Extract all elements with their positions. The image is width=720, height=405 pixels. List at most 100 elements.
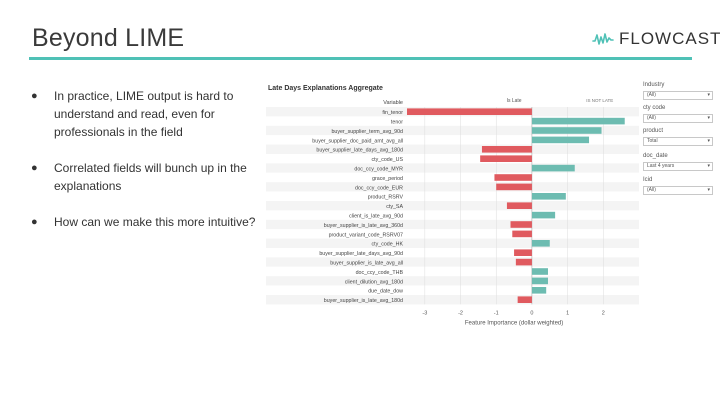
bar-buyer-supplier-term-avg-90d — [531, 127, 602, 134]
x-tick-label: 2 — [602, 310, 605, 316]
filter-label-product: product — [643, 128, 664, 134]
bar-buyer-supplier-is-late-avg-360d — [510, 221, 532, 228]
filter-select-icid[interactable]: (All) ▾ — [643, 186, 713, 195]
x-tick-label: -2 — [458, 310, 463, 316]
filter-label-industry: Industry — [643, 82, 665, 88]
bar-fin-tenor — [407, 108, 532, 115]
bar-cty-SA — [506, 202, 532, 209]
bar-product-RSRV — [531, 193, 566, 200]
row-stripe — [266, 276, 639, 286]
bullet-item: ● In practice, LIME output is hard to un… — [30, 87, 262, 141]
waveform-icon — [592, 33, 614, 45]
chevron-down-icon: ▾ — [707, 163, 710, 169]
bar-cty-code-HK — [531, 240, 550, 247]
category-label: buyer_supplier_doc_paid_amt_avg_all — [312, 138, 403, 144]
category-label: cty_code_US — [371, 157, 403, 163]
category-label: client_is_late_avg_90d — [349, 214, 403, 220]
filter-value: Total — [647, 138, 658, 144]
bullet-item: ● How can we make this more intuitive? — [30, 213, 262, 231]
row-stripe — [266, 238, 639, 248]
bar-buyer-supplier-late-days-avg-90d — [514, 249, 532, 256]
row-stripe — [266, 266, 639, 277]
bar-doc-ccy-code-THB — [531, 268, 548, 275]
category-label: buyer_supplier_is_late_avg_all — [330, 261, 403, 267]
bullet-item: ● Correlated fields will bunch up in the… — [30, 159, 262, 195]
row-stripe — [266, 201, 639, 211]
row-stripe — [266, 125, 639, 136]
bullet-list: ● In practice, LIME output is hard to un… — [30, 87, 262, 249]
bar-due-date-dow — [531, 287, 547, 294]
chart-title: Late Days Explanations Aggregate — [268, 85, 383, 92]
explanations-bar-chart: Variable Is Late IS NOT LATE -3 -2 -1 0 1 2 Featu… — [266, 98, 639, 326]
category-label: client_dilution_avg_180d — [345, 279, 403, 285]
category-label: doc_ccy_code_MYR — [354, 167, 403, 173]
logo-text: FLOWCAST — [619, 29, 720, 48]
x-tick-label: 0 — [530, 310, 533, 316]
x-tick-label: -3 — [422, 310, 427, 316]
x-tick-label: 1 — [566, 310, 569, 316]
category-label: tenor — [391, 120, 403, 126]
category-label: buyer_supplier_late_days_avg_180d — [316, 148, 403, 154]
bar-buyer-supplier-is-late-avg-all — [515, 258, 532, 266]
variable-header: Variable — [383, 100, 403, 106]
filter-value: (All) — [647, 92, 656, 98]
bullet-dot: ● — [31, 90, 38, 102]
filter-label-cty-code: cty code — [643, 105, 666, 111]
category-label: fin_tenor — [382, 110, 403, 116]
filter-label-doc-date: doc_date — [643, 153, 668, 159]
flowcast-logo: FLOWCAST — [592, 29, 720, 49]
legend-is-not-late: IS NOT LATE — [586, 98, 613, 103]
category-label: buyer_supplier_is_late_avg_180d — [324, 298, 403, 304]
bar-client-dilution-avg-180d — [531, 277, 548, 285]
row-stripe — [266, 163, 639, 173]
category-label: buyer_supplier_is_late_avg_360d — [324, 223, 403, 229]
bar-client-is-late-avg-90d — [531, 211, 556, 219]
category-label: due_date_dow — [368, 289, 403, 295]
legend-is-late: Is Late — [507, 98, 522, 104]
category-label: grace_period — [372, 176, 403, 182]
bar-cty-code-US — [480, 155, 532, 162]
row-stripe — [266, 172, 639, 183]
filter-label-icid: Icid — [643, 177, 653, 183]
bar-buyer-supplier-doc-paid-amt-avg-all — [531, 136, 590, 144]
bar-buyer-supplier-is-late-avg-180d — [517, 296, 532, 303]
category-label: cty_code_HK — [371, 242, 403, 248]
row-stripe — [266, 229, 639, 239]
row-stripe — [266, 257, 639, 267]
row-stripe — [266, 295, 639, 305]
filter-select-doc-date[interactable]: Last 4 years ▾ — [643, 162, 713, 171]
x-axis-label: Feature Importance (dollar weighted) — [465, 320, 563, 326]
slide-title: Beyond LIME — [32, 24, 185, 52]
row-stripe — [266, 154, 639, 164]
row-stripe — [266, 182, 639, 192]
bar-grace-period — [494, 174, 532, 181]
bar-tenor — [531, 117, 625, 125]
chevron-down-icon: ▾ — [707, 92, 710, 98]
chevron-down-icon: ▾ — [707, 115, 710, 121]
bullet-text: How can we make this more intuitive? — [54, 215, 256, 229]
row-stripe — [266, 135, 639, 145]
bullet-dot: ● — [31, 216, 38, 228]
chevron-down-icon: ▾ — [707, 138, 710, 144]
row-stripe — [266, 285, 639, 295]
category-label: product_RSRV — [368, 195, 404, 201]
category-label: buyer_supplier_term_avg_90d — [331, 129, 403, 135]
row-stripe — [266, 191, 639, 201]
filter-select-industry[interactable]: (All) ▾ — [643, 91, 713, 100]
bullet-text: In practice, LIME output is hard to unde… — [54, 89, 234, 139]
row-stripe — [266, 210, 639, 220]
title-underline — [29, 57, 692, 60]
bar-product-variant-code-RSRV07 — [512, 230, 532, 238]
row-stripe — [266, 219, 639, 230]
category-label: doc_ccy_code_THB — [356, 270, 404, 276]
category-label: cty_SA — [386, 204, 403, 210]
x-tick-label: -1 — [494, 310, 499, 316]
filter-value: (All) — [647, 115, 656, 121]
bar-buyer-supplier-late-days-avg-180d — [481, 146, 532, 153]
filter-select-product[interactable]: Total ▾ — [643, 137, 713, 146]
category-label: product_variant_code_RSRV07 — [329, 232, 403, 238]
filter-value: (All) — [647, 187, 656, 193]
bar-doc-ccy-code-MYR — [531, 164, 575, 172]
filter-select-cty-code[interactable]: (All) ▾ — [643, 114, 713, 123]
filter-value: Last 4 years — [647, 163, 675, 169]
